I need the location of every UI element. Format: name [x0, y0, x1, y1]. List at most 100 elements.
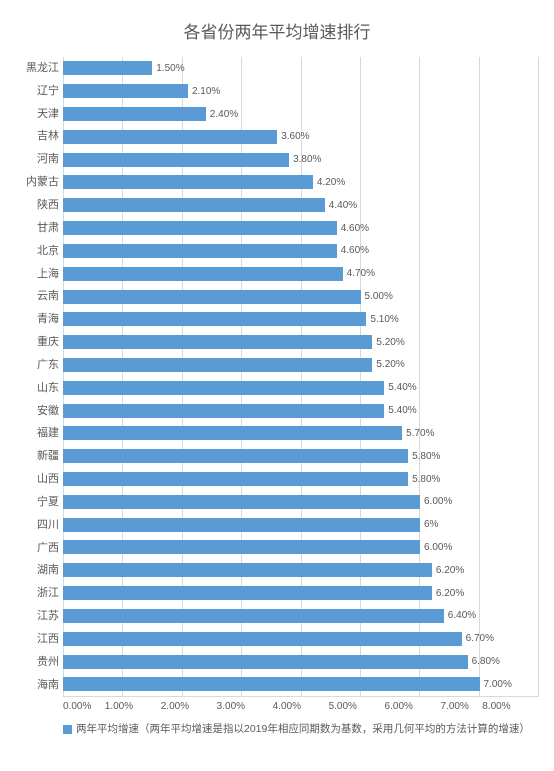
x-tick-label: 5.00% — [329, 701, 357, 712]
category-label: 贵州 — [15, 657, 59, 668]
bars-area: 1.50% 2.10% 2.40% 3.60% 3.80% 4.20% 4.40% 4.60%… — [63, 57, 539, 697]
bar — [63, 267, 343, 281]
category-label: 吉林 — [15, 131, 59, 142]
bar — [63, 404, 384, 418]
bar-value-label: 3.60% — [281, 131, 309, 142]
x-tick-label: 0.00% — [63, 701, 91, 712]
bar-row: 4.70% — [63, 262, 539, 285]
bar — [63, 107, 206, 121]
bar — [63, 655, 468, 669]
bar-value-label: 5.70% — [406, 428, 434, 439]
bar-row: 2.40% — [63, 103, 539, 126]
bar-value-label: 5.80% — [412, 451, 440, 462]
bar — [63, 632, 462, 646]
bar — [63, 312, 366, 326]
legend: 两年平均增速（两年平均增速是指以2019年相应同期数为基数，采用几何平均的方法计… — [63, 722, 529, 738]
chart-container: 各省份两年平均增速排行 黑龙江辽宁天津吉林河南内蒙古陕西甘肃北京上海云南青海重庆… — [0, 0, 554, 771]
bar-row: 7.00% — [63, 673, 539, 696]
x-tick-label: 3.00% — [217, 701, 245, 712]
bar-row: 5.20% — [63, 354, 539, 377]
x-tick-label: 8.00% — [482, 701, 510, 712]
category-label: 湖南 — [15, 565, 59, 576]
bar — [63, 153, 289, 167]
legend-text: 两年平均增速（两年平均增速是指以2019年相应同期数为基数，采用几何平均的方法计… — [76, 722, 529, 738]
x-tick-label: 4.00% — [273, 701, 301, 712]
category-label: 广西 — [15, 543, 59, 554]
bar-value-label: 4.40% — [329, 200, 357, 211]
bar-row: 6.20% — [63, 559, 539, 582]
category-label: 甘肃 — [15, 223, 59, 234]
bar-row: 5.00% — [63, 285, 539, 308]
category-label: 山东 — [15, 383, 59, 394]
category-label: 新疆 — [15, 451, 59, 462]
bar-row: 6.70% — [63, 627, 539, 650]
bar-value-label: 2.40% — [210, 109, 238, 120]
bar — [63, 495, 420, 509]
category-label: 内蒙古 — [15, 177, 59, 188]
bar — [63, 198, 325, 212]
bar-value-label: 6.00% — [424, 542, 452, 553]
bar-row: 6.00% — [63, 490, 539, 513]
x-tick-label: 2.00% — [161, 701, 189, 712]
plot-area: 黑龙江辽宁天津吉林河南内蒙古陕西甘肃北京上海云南青海重庆广东山东安徽福建新疆山西… — [15, 57, 539, 697]
bar-row: 6.20% — [63, 582, 539, 605]
category-label: 福建 — [15, 428, 59, 439]
x-tick-label: 7.00% — [440, 701, 468, 712]
category-label: 海南 — [15, 680, 59, 691]
category-label: 云南 — [15, 291, 59, 302]
bar-row: 5.10% — [63, 308, 539, 331]
bar-value-label: 6.40% — [448, 610, 476, 621]
bar-row: 6.80% — [63, 650, 539, 673]
bar-value-label: 1.50% — [156, 63, 184, 74]
bar — [63, 586, 432, 600]
chart-title: 各省份两年平均增速排行 — [15, 18, 539, 43]
bar-value-label: 6.20% — [436, 588, 464, 599]
bar — [63, 563, 432, 577]
bar-row: 6.00% — [63, 536, 539, 559]
category-label: 宁夏 — [15, 497, 59, 508]
bar-value-label: 4.60% — [341, 223, 369, 234]
bar-value-label: 5.00% — [365, 291, 393, 302]
bar-row: 5.80% — [63, 445, 539, 468]
category-label: 天津 — [15, 109, 59, 120]
bar — [63, 175, 313, 189]
bar — [63, 84, 188, 98]
bar — [63, 449, 408, 463]
bar-value-label: 4.70% — [347, 268, 375, 279]
category-label: 四川 — [15, 520, 59, 531]
bar-value-label: 5.20% — [376, 359, 404, 370]
category-label: 江苏 — [15, 611, 59, 622]
category-label: 河南 — [15, 154, 59, 165]
bar-value-label: 5.80% — [412, 474, 440, 485]
bar-row: 5.20% — [63, 331, 539, 354]
bar-row: 5.40% — [63, 376, 539, 399]
bar-value-label: 7.00% — [484, 679, 512, 690]
bar-value-label: 3.80% — [293, 154, 321, 165]
bar-row: 5.40% — [63, 399, 539, 422]
bar-value-label: 6% — [424, 519, 438, 530]
legend-swatch — [63, 725, 72, 734]
category-label: 山西 — [15, 474, 59, 485]
bar — [63, 221, 337, 235]
bar-row: 2.10% — [63, 80, 539, 103]
bar-value-label: 4.60% — [341, 245, 369, 256]
bar-row: 4.60% — [63, 217, 539, 240]
x-tick-label: 1.00% — [105, 701, 133, 712]
bar — [63, 609, 444, 623]
bar-value-label: 5.20% — [376, 337, 404, 348]
bar — [63, 677, 480, 691]
bar-row: 6% — [63, 513, 539, 536]
x-axis: 0.00%1.00%2.00%3.00%4.00%5.00%6.00%7.00%… — [63, 697, 539, 712]
bar — [63, 130, 277, 144]
bar-row: 5.70% — [63, 422, 539, 445]
bar-row: 4.20% — [63, 171, 539, 194]
bar-row: 3.60% — [63, 125, 539, 148]
bar-row: 4.60% — [63, 240, 539, 263]
category-label: 重庆 — [15, 337, 59, 348]
category-label: 江西 — [15, 634, 59, 645]
bar-value-label: 5.10% — [370, 314, 398, 325]
bar-row: 3.80% — [63, 148, 539, 171]
bar-row: 6.40% — [63, 605, 539, 628]
bar-value-label: 2.10% — [192, 86, 220, 97]
category-label: 广东 — [15, 360, 59, 371]
